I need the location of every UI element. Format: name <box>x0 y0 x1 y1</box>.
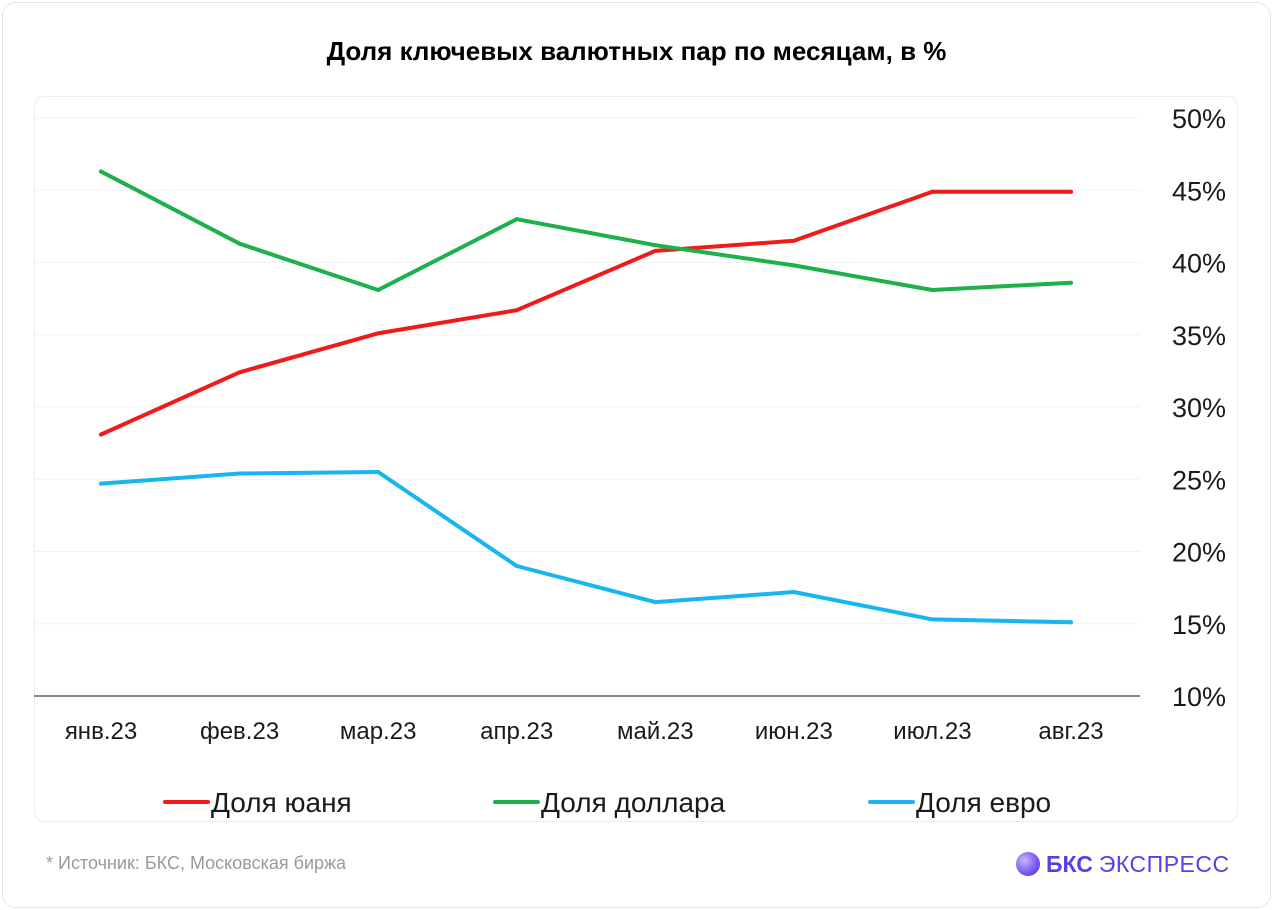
data-point <box>930 189 935 194</box>
legend-item: Доля доллара <box>493 787 726 818</box>
y-tick-label: 15% <box>1172 610 1226 640</box>
legend: Доля юаня Доля доллара Доля евро <box>163 787 1051 818</box>
data-point <box>1069 280 1073 285</box>
y-tick-label: 10% <box>1172 682 1226 712</box>
x-tick-label: янв.23 <box>65 718 137 745</box>
y-tick-label: 30% <box>1172 393 1226 423</box>
data-point <box>930 287 935 292</box>
grid <box>35 117 1140 625</box>
data-point <box>653 600 658 605</box>
legend-label: Доля юаня <box>211 787 352 818</box>
source-note: * Источник: БКС, Московская биржа <box>46 853 347 873</box>
legend-item: Доля евро <box>868 787 1051 818</box>
series-line <box>99 189 1073 437</box>
data-point <box>653 243 658 248</box>
data-point <box>514 308 519 313</box>
data-point <box>237 471 242 476</box>
data-point <box>791 263 796 268</box>
x-tick-label: фев.23 <box>200 718 279 745</box>
data-point <box>514 563 519 568</box>
series-lines <box>99 169 1073 625</box>
brand-name-regular: ЭКСПРЕСС <box>1098 850 1230 877</box>
data-point <box>791 589 796 594</box>
data-point <box>930 617 935 622</box>
y-tick-label: 50% <box>1172 104 1226 134</box>
data-point <box>376 287 381 292</box>
data-point <box>376 470 381 475</box>
y-tick-label: 20% <box>1172 538 1226 568</box>
series-line <box>99 169 1073 292</box>
legend-item: Доля юаня <box>163 787 352 818</box>
data-point <box>1069 620 1073 625</box>
series-line <box>99 470 1073 625</box>
y-tick-label: 35% <box>1172 321 1226 351</box>
data-point <box>653 248 658 253</box>
sphere-icon <box>1016 852 1040 876</box>
y-tick-label: 25% <box>1172 465 1226 495</box>
data-point <box>99 432 103 437</box>
brand-name-bold: БКС <box>1046 850 1093 877</box>
legend-label: Доля доллара <box>541 787 726 818</box>
axes: 10% 15% 20% 25% 30% 35% 40% 45% 50% янв.23 фев.23 м… <box>34 104 1226 745</box>
x-tick-label: май.23 <box>617 718 694 745</box>
x-tick-label: июл.23 <box>893 718 971 745</box>
legend-label: Доля евро <box>916 787 1051 818</box>
data-point <box>791 238 796 243</box>
data-point <box>237 241 242 246</box>
data-point <box>1069 189 1073 194</box>
y-tick-label: 40% <box>1172 249 1226 279</box>
x-tick-label: мар.23 <box>340 718 417 745</box>
plot-frame <box>34 96 1238 822</box>
x-tick-label: апр.23 <box>480 718 553 745</box>
y-tick-label: 45% <box>1172 176 1226 206</box>
brand-logo: БКС ЭКСПРЕСС <box>1016 850 1230 878</box>
x-tick-label: авг.23 <box>1038 718 1103 745</box>
x-tick-label: июн.23 <box>755 718 833 745</box>
data-point <box>514 217 519 222</box>
data-point <box>99 481 103 486</box>
data-point <box>376 331 381 336</box>
data-point <box>99 169 103 174</box>
chart-title: Доля ключевых валютных пар по месяцам, в… <box>326 36 947 66</box>
data-point <box>237 370 242 375</box>
